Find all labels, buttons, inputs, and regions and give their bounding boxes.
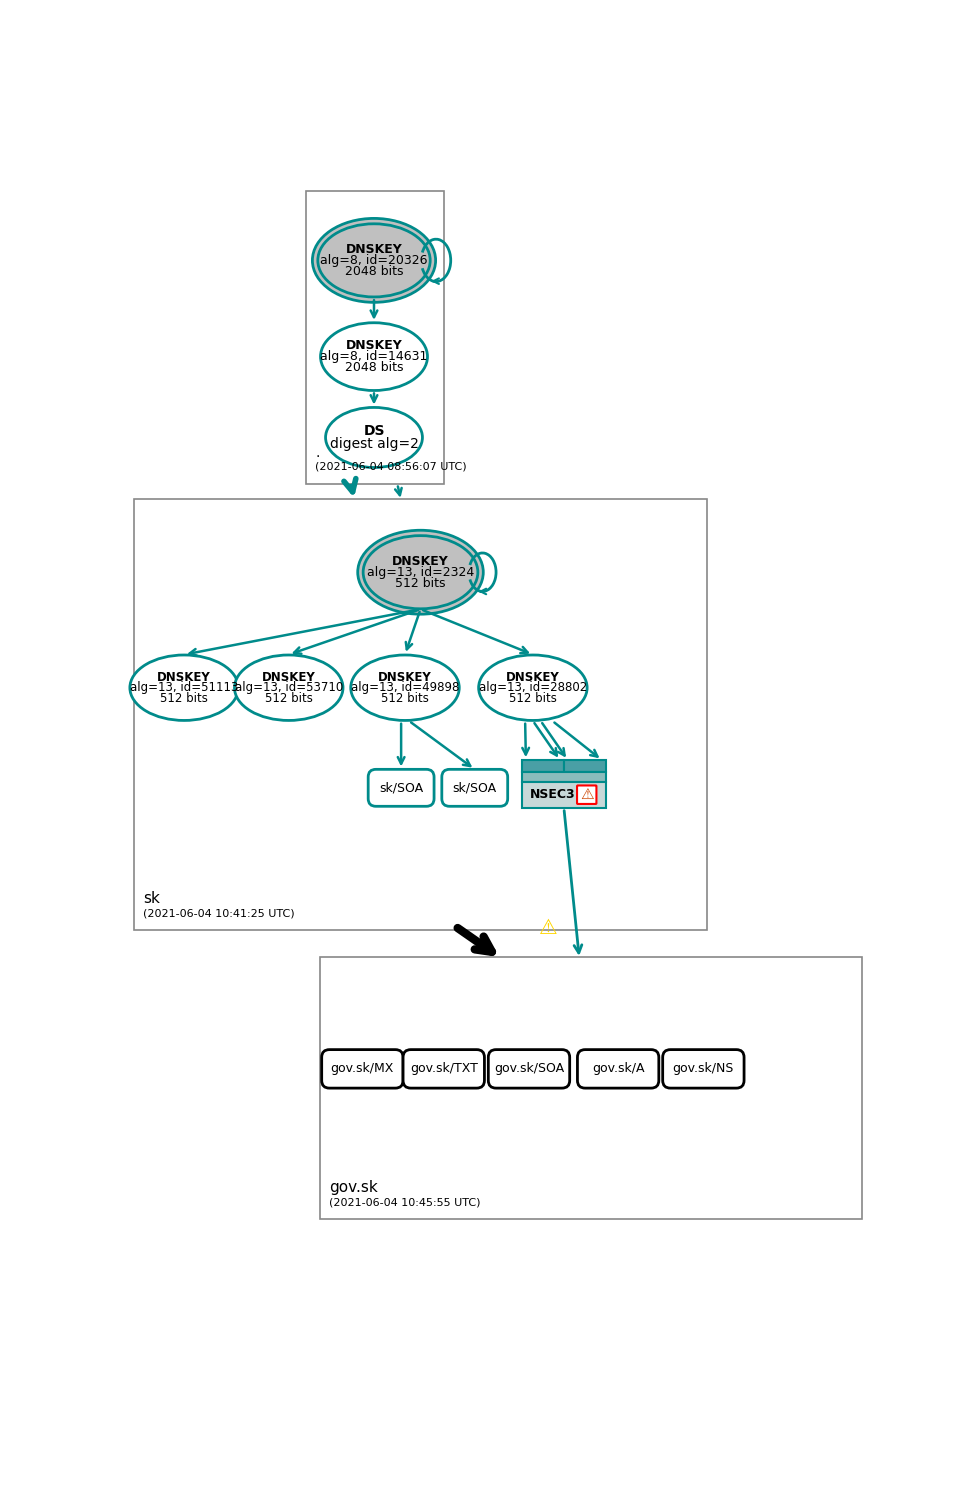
Ellipse shape	[318, 224, 430, 296]
Bar	[522, 781, 606, 808]
Text: DNSKEY: DNSKEY	[157, 670, 211, 684]
Bar	[522, 772, 606, 781]
Text: alg=13, id=28802: alg=13, id=28802	[479, 681, 587, 694]
Text: gov.sk/SOA: gov.sk/SOA	[494, 1062, 564, 1076]
Text: gov.sk/TXT: gov.sk/TXT	[409, 1062, 478, 1076]
Text: DNSKEY: DNSKEY	[346, 340, 403, 352]
Text: DNSKEY: DNSKEY	[346, 242, 403, 256]
Text: 512 bits: 512 bits	[381, 691, 429, 705]
Text: DNSKEY: DNSKEY	[506, 670, 560, 684]
Text: 512 bits: 512 bits	[160, 691, 208, 705]
Text: DNSKEY: DNSKEY	[262, 670, 316, 684]
Text: alg=13, id=49898: alg=13, id=49898	[351, 681, 459, 694]
Text: alg=8, id=14631: alg=8, id=14631	[320, 350, 428, 364]
Text: gov.sk: gov.sk	[329, 1180, 378, 1195]
Ellipse shape	[363, 536, 478, 609]
Bar	[564, 760, 606, 772]
FancyBboxPatch shape	[404, 1050, 485, 1088]
Text: (2021-06-04 10:45:55 UTC): (2021-06-04 10:45:55 UTC)	[329, 1197, 481, 1207]
Bar	[134, 500, 707, 931]
Text: 2048 bits: 2048 bits	[345, 361, 404, 374]
Text: alg=8, id=20326: alg=8, id=20326	[320, 254, 428, 266]
Bar	[522, 760, 564, 772]
Text: ⚠: ⚠	[539, 919, 558, 938]
Bar	[306, 191, 444, 483]
Text: (2021-06-04 10:41:25 UTC): (2021-06-04 10:41:25 UTC)	[143, 908, 295, 919]
FancyBboxPatch shape	[488, 1050, 570, 1088]
Text: DS: DS	[363, 425, 385, 438]
FancyBboxPatch shape	[442, 769, 508, 806]
Ellipse shape	[351, 655, 459, 721]
Ellipse shape	[325, 407, 422, 468]
Text: 512 bits: 512 bits	[509, 691, 557, 705]
Text: 512 bits: 512 bits	[265, 691, 313, 705]
FancyBboxPatch shape	[662, 1050, 744, 1088]
Text: DNSKEY: DNSKEY	[378, 670, 432, 684]
FancyBboxPatch shape	[321, 1050, 404, 1088]
Text: sk: sk	[143, 892, 160, 907]
Text: digest alg=2: digest alg=2	[329, 437, 418, 450]
Text: .: .	[316, 446, 319, 459]
Text: sk/SOA: sk/SOA	[379, 781, 423, 794]
Text: ⚠: ⚠	[580, 787, 594, 802]
Text: alg=13, id=53710: alg=13, id=53710	[234, 681, 343, 694]
Ellipse shape	[234, 655, 343, 721]
Text: gov.sk/NS: gov.sk/NS	[673, 1062, 734, 1076]
FancyBboxPatch shape	[577, 785, 596, 803]
Text: sk/SOA: sk/SOA	[452, 781, 497, 794]
Ellipse shape	[358, 530, 484, 615]
Text: NSEC3: NSEC3	[531, 788, 575, 802]
Text: DNSKEY: DNSKEY	[392, 555, 448, 567]
Ellipse shape	[313, 218, 436, 302]
Text: gov.sk/MX: gov.sk/MX	[330, 1062, 394, 1076]
FancyBboxPatch shape	[577, 1050, 658, 1088]
Text: (2021-06-04 08:56:07 UTC): (2021-06-04 08:56:07 UTC)	[316, 462, 467, 471]
Ellipse shape	[479, 655, 587, 721]
Text: 2048 bits: 2048 bits	[345, 265, 404, 278]
Bar	[319, 957, 863, 1219]
Ellipse shape	[320, 323, 428, 390]
Text: alg=13, id=2324: alg=13, id=2324	[367, 565, 474, 579]
Ellipse shape	[130, 655, 238, 721]
Text: alg=13, id=51113: alg=13, id=51113	[130, 681, 238, 694]
FancyBboxPatch shape	[368, 769, 434, 806]
Text: gov.sk/A: gov.sk/A	[592, 1062, 645, 1076]
Text: 512 bits: 512 bits	[396, 577, 446, 589]
